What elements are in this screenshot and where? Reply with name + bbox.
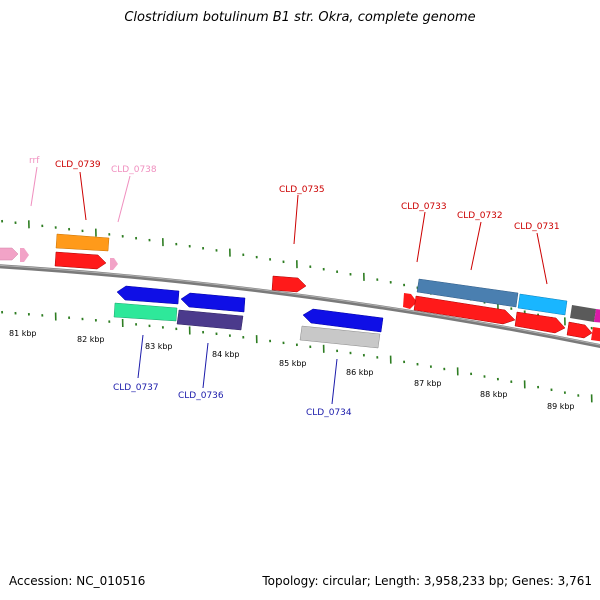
gene-label-cld-0732: CLD_0732 xyxy=(457,211,503,221)
scale-label-82: 82 kbp xyxy=(77,335,105,344)
reverse-genes xyxy=(113,285,384,349)
gene-cld-0731[interactable] xyxy=(566,321,593,339)
gene-gray-89[interactable] xyxy=(570,305,596,322)
scale-label-83: 83 kbp xyxy=(145,342,173,351)
gene-cld-0733-red[interactable] xyxy=(413,295,516,325)
scale-label-81: 81 kbp xyxy=(9,329,37,338)
gene-cld-0732[interactable] xyxy=(517,293,568,316)
lower-tick-track xyxy=(1,310,593,403)
scale-label-85: 85 kbp xyxy=(279,359,307,368)
gene-cld-0735[interactable] xyxy=(271,275,307,293)
forward-genes xyxy=(0,233,600,342)
gene-pink-small[interactable] xyxy=(20,248,29,262)
scale-label-89: 89 kbp xyxy=(547,402,575,411)
gene-label-cld-0734: CLD_0734 xyxy=(306,408,352,418)
gene-cld-0734[interactable] xyxy=(299,325,381,349)
gene-label-cld-0731: CLD_0731 xyxy=(514,222,560,232)
gene-label-cld-0738: CLD_0738 xyxy=(111,165,157,175)
scale-label-86: 86 kbp xyxy=(346,368,374,377)
gene-label-rrf: rrf xyxy=(29,156,40,166)
gene-cld-0737[interactable] xyxy=(113,302,178,322)
gene-label-cld-0735: CLD_0735 xyxy=(279,185,325,195)
map-title: Clostridium botulinum B1 str. Okra, comp… xyxy=(124,10,476,25)
gene-red-82[interactable] xyxy=(54,251,107,270)
scale-label-88: 88 kbp xyxy=(480,390,508,399)
gene-blue-84a[interactable] xyxy=(180,292,246,313)
scale-label-87: 87 kbp xyxy=(414,379,442,388)
gene-cld-0739[interactable] xyxy=(55,233,110,252)
gene-label-cld-0733: CLD_0733 xyxy=(401,202,447,212)
genome-backbone xyxy=(0,264,600,349)
gene-red-88[interactable] xyxy=(514,311,566,334)
gene-blue-83a[interactable] xyxy=(116,285,180,305)
gene-label-cld-0737: CLD_0737 xyxy=(113,383,159,393)
gene-red-89b[interactable] xyxy=(591,327,600,342)
gene-cld-0736[interactable] xyxy=(176,309,244,331)
gene-cld-0738[interactable] xyxy=(110,258,118,270)
genome-summary-text: Topology: circular; Length: 3,958,233 bp… xyxy=(262,574,592,588)
gene-label-cld-0736: CLD_0736 xyxy=(178,391,224,401)
gene-label-cld-0739: CLD_0739 xyxy=(55,160,101,170)
gene-red-87a[interactable] xyxy=(403,293,417,309)
gene-magenta-89[interactable] xyxy=(594,309,600,323)
genome-backbone-highlight xyxy=(0,264,600,346)
gene-blue-86[interactable] xyxy=(302,308,384,333)
gene-pink-left[interactable] xyxy=(0,247,19,261)
gene-cld-0733[interactable] xyxy=(416,278,519,308)
accession-text: Accession: NC_010516 xyxy=(9,574,146,588)
scale-label-84: 84 kbp xyxy=(212,350,240,359)
label-leaders xyxy=(30,166,548,405)
